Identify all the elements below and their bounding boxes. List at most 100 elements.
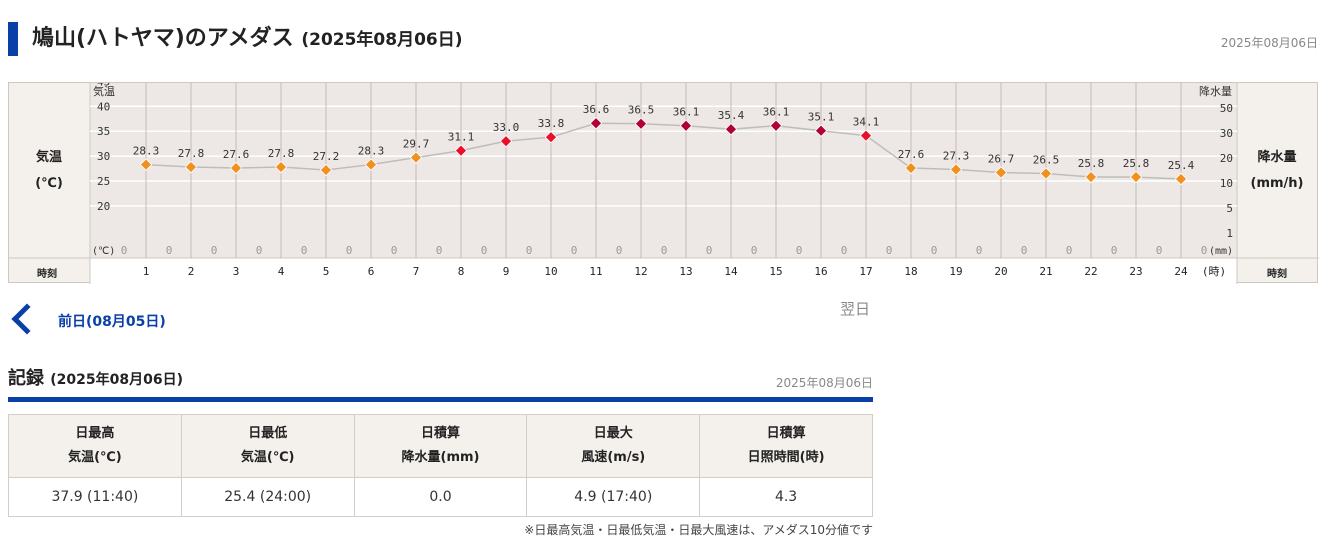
time-label-left: 時刻 (37, 269, 57, 280)
temperature-point (634, 117, 648, 130)
precip-value-label: 0 (976, 244, 983, 257)
record-col-unit: 日照時間(時) (747, 450, 825, 465)
x-tick-label: 16 (814, 265, 827, 278)
temperature-value-label: 27.6 (898, 148, 925, 161)
x-tick-label: 19 (949, 265, 962, 278)
precip-value-label: 0 (526, 244, 533, 257)
record-col-label: 日最低 (248, 426, 288, 441)
page-header: 鳩山(ハトヤマ)のアメダス (2025年08月06日) 2025年08月06日 (8, 14, 1320, 58)
x-tick-label: 2 (188, 265, 195, 278)
record-table: 日最高 気温(℃) 日最低 気温(℃) 日積算 降水量(mm) 日最大 風速(m/s) … (8, 414, 873, 517)
temperature-value-label: 35.1 (808, 111, 835, 124)
record-col-max-wind: 日最大風速(m/s) (526, 414, 701, 478)
page-title-text: 鳩山(ハトヤマ)のアメダス (32, 26, 294, 51)
precip-value-label: 0 (1201, 244, 1208, 257)
record-value-min-temp: 25.4 (24:00) (180, 477, 355, 517)
temperature-value-label: 36.5 (628, 104, 655, 117)
record-header: 記録 (2025年08月06日) 2025年08月06日 (8, 362, 873, 402)
x-tick-label: 3 (233, 265, 240, 278)
temperature-value-label: 26.7 (988, 153, 1015, 166)
temperature-value-label: 25.8 (1123, 157, 1150, 170)
prev-day-link[interactable]: 前日(08月05日) (8, 300, 208, 340)
left-axis-unit-label: (℃) (92, 246, 115, 257)
record-value-max-temp: 37.9 (11:40) (8, 477, 182, 517)
record-col-unit: 風速(m/s) (581, 450, 646, 465)
temperature-value-label: 33.8 (538, 117, 565, 130)
record-col-label: 日積算 (766, 426, 806, 441)
x-tick-label: 21 (1039, 265, 1052, 278)
chevron-left-icon (11, 303, 43, 335)
left-axis-unit: (℃) (35, 176, 63, 191)
temperature-value-label: 33.0 (493, 121, 520, 134)
right-axis-header: 降水量 (1199, 84, 1232, 98)
temperature-value-label: 36.1 (673, 106, 700, 119)
temperature-point (139, 158, 153, 171)
record-note: ※日最高気温・日最低気温・日最大風速は、アメダス10分値です (524, 523, 873, 537)
temperature-point (1129, 170, 1143, 184)
precip-value-label: 0 (661, 244, 668, 257)
page-title: 鳩山(ハトヤマ)のアメダス (2025年08月06日) (32, 20, 463, 52)
x-tick-label: 1 (143, 265, 150, 278)
x-tick-label: 9 (503, 265, 510, 278)
temperature-value-label: 28.3 (358, 145, 385, 158)
x-tick-label: 4 (278, 265, 285, 278)
temperature-point (814, 124, 828, 137)
precip-value-label: 0 (256, 244, 263, 257)
temperature-value-label: 36.1 (763, 106, 790, 119)
temperature-point (949, 163, 963, 176)
x-tick-label: 10 (544, 265, 557, 278)
temperature-point (499, 134, 513, 148)
precip-value-label: 0 (391, 244, 398, 257)
temperature-value-label: 27.3 (943, 150, 970, 163)
page-title-date: (2025年08月06日) (301, 30, 463, 50)
record-col-label: 日最大 (593, 426, 633, 441)
temperature-value-label: 27.8 (178, 147, 205, 160)
temperature-point (589, 117, 603, 130)
record-title-date: (2025年08月06日) (50, 372, 184, 388)
precip-value-label: 0 (166, 244, 173, 257)
precip-value-label: 0 (121, 244, 128, 257)
temperature-point (364, 158, 378, 171)
precip-value-label: 0 (346, 244, 353, 257)
x-tick-label: 14 (724, 265, 738, 278)
temperature-point (1084, 170, 1098, 184)
temperature-value-label: 27.2 (313, 150, 340, 163)
precip-value-label: 0 (211, 244, 218, 257)
right-tick-label: 50 (1220, 102, 1233, 115)
temperature-point (229, 161, 243, 175)
precip-value-label: 0 (931, 244, 938, 257)
temperature-point (859, 129, 873, 142)
x-axis-band (90, 258, 1237, 284)
temperature-point (724, 122, 738, 136)
prev-day-label: 前日(08月05日) (58, 314, 166, 330)
x-tick-label: 13 (679, 265, 692, 278)
temperature-point (769, 119, 783, 132)
temperature-value-label: 27.8 (268, 147, 295, 160)
temperature-point (544, 130, 558, 144)
temperature-point (1174, 172, 1188, 186)
precip-value-label: 0 (1156, 244, 1163, 257)
record-col-label: 日積算 (420, 426, 460, 441)
temperature-point (184, 160, 198, 174)
temperature-value-label: 28.3 (133, 145, 160, 158)
precip-value-label: 0 (571, 244, 578, 257)
title-accent-bar (8, 22, 18, 56)
x-tick-label: 6 (368, 265, 375, 278)
temperature-value-label: 31.1 (448, 131, 475, 144)
right-axis-unit: (mm/h) (1250, 176, 1304, 191)
record-value-max-wind: 4.9 (17:40) (526, 477, 701, 517)
right-tick-label: 10 (1220, 177, 1233, 190)
x-tick-label: 18 (904, 265, 917, 278)
temperature-value-label: 25.4 (1168, 159, 1195, 172)
time-label-right: 時刻 (1267, 269, 1287, 280)
right-tick-label: 1 (1226, 227, 1233, 240)
temperature-value-label: 29.7 (403, 138, 430, 151)
record-col-unit: 降水量(mm) (401, 450, 480, 465)
temperature-value-label: 26.5 (1033, 154, 1060, 167)
record-title-text: 記録 (8, 368, 44, 389)
x-tick-label: 8 (458, 265, 465, 278)
temperature-value-label: 27.6 (223, 148, 250, 161)
right-axis-label: 降水量 (1257, 150, 1297, 165)
right-axis-unit-label: (mm) (1209, 246, 1233, 257)
precip-value-label: 0 (751, 244, 758, 257)
